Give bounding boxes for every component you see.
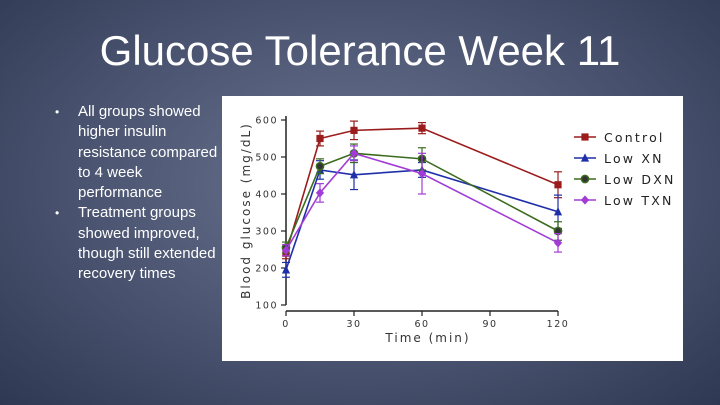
glucose-line-chart: 100 200 300 400 500 600 0 30 60 90 120 Time (min) Bl…: [239, 116, 676, 346]
data-point-diamond: [281, 245, 291, 255]
data-point-diamond: [315, 188, 325, 198]
x-axis-title: Time (min): [384, 331, 470, 345]
x-tick-label: 0: [282, 319, 290, 330]
y-tick-label: 400: [255, 190, 278, 201]
x-tick-label: 60: [414, 319, 429, 330]
data-point-square: [350, 126, 358, 134]
legend-label: Control: [604, 130, 665, 145]
legend-marker-diamond: [580, 195, 590, 205]
legend-marker-triangle: [580, 153, 590, 162]
bullet-dot-icon: •: [55, 206, 60, 221]
y-tick-label: 600: [255, 116, 278, 127]
bullet-text: All groups showed higher insulin resista…: [78, 103, 218, 202]
data-point-triangle: [553, 207, 563, 216]
y-axis-title: Blood glucose (mg/dL): [239, 122, 253, 299]
legend-marker-circle: [580, 174, 590, 184]
data-point-square: [316, 134, 324, 143]
data-point-circle: [315, 161, 325, 171]
bullet-dot-icon: •: [55, 105, 60, 119]
chart-panel: 100 200 300 400 500 600 0 30 60 90 120 Time (min) Bl…: [222, 96, 683, 361]
legend-label: Low DXN: [604, 172, 676, 187]
data-point-triangle: [349, 170, 359, 179]
y-tick-label: 100: [255, 301, 278, 312]
x-tick-label: 90: [482, 319, 497, 330]
bullet-text: Treatment groups showed improved, though…: [78, 204, 216, 283]
data-point-square: [418, 124, 426, 132]
y-tick-label: 300: [255, 227, 278, 238]
bullet-list: • All groups showed higher insulin resis…: [50, 102, 220, 285]
legend-label: Low TXN: [604, 193, 674, 208]
bullet-item: • All groups showed higher insulin resis…: [50, 102, 220, 203]
y-tick-label: 200: [255, 264, 278, 275]
slide-title: Glucose Tolerance Week 11: [99, 27, 621, 74]
data-point-triangle: [281, 265, 291, 274]
bullet-item: • Treatment groups showed improved, thou…: [50, 203, 220, 284]
y-tick-label: 500: [255, 153, 278, 164]
x-tick-label: 120: [547, 319, 570, 330]
legend-label: Low XN: [604, 151, 664, 166]
data-point-diamond: [349, 148, 359, 158]
data-point-square: [554, 181, 562, 189]
data-point-diamond: [417, 169, 427, 179]
legend-marker-square: [581, 133, 589, 141]
data-point-diamond: [553, 238, 563, 248]
x-tick-label: 30: [346, 319, 361, 330]
